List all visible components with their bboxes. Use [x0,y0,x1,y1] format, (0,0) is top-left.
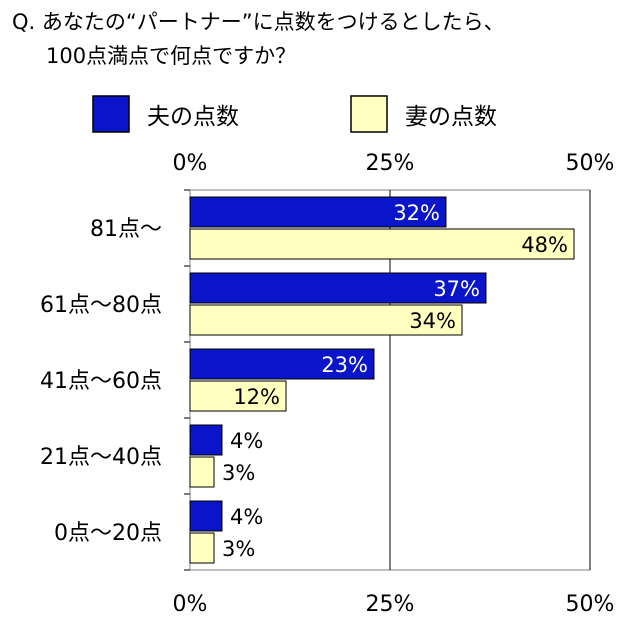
bar-s1-c1 [189,196,447,228]
chart-title-line-2: 100点満点で何点ですか？ [46,44,297,68]
x-tick-label-top-1: 25% [366,151,415,176]
bar-s2-c1 [189,228,575,260]
data-label-s1-c5: 4% [230,505,263,529]
x-tick-label-bottom-2: 50% [566,592,615,617]
bar-s2-c3 [189,380,287,412]
bar-s2-c5 [189,532,215,564]
category-label-4: 21点～40点 [40,445,162,470]
data-label-s1-c4: 4% [230,429,263,453]
bar-s2-c4 [189,456,215,488]
legend-label-1: 夫の点数 [147,104,239,130]
data-label-s1-c2: 37% [433,277,480,301]
bar-s1-c5 [189,500,223,532]
category-label-5: 0点～20点 [54,521,162,546]
data-label-s2-c5: 3% [222,537,255,561]
category-label-2: 61点～80点 [40,293,162,318]
data-label-s2-c2: 34% [409,309,456,333]
data-label-s1-c1: 32% [393,201,440,225]
legend-swatch-1 [92,95,130,133]
legend-swatch-2 [350,95,388,133]
x-tick-label-bottom-0: 0% [173,592,208,617]
bar-s1-c4 [189,424,223,456]
bar-s1-c2 [189,272,487,304]
data-label-s1-c3: 23% [321,353,368,377]
bar-s2-c2 [189,304,463,336]
legend-label-2: 妻の点数 [405,104,497,130]
category-label-1: 81点～ [90,217,162,242]
data-label-s2-c1: 48% [521,233,568,257]
data-label-s2-c4: 3% [222,461,255,485]
x-tick-label-bottom-1: 25% [366,592,415,617]
category-label-3: 41点～60点 [40,369,162,394]
data-label-s2-c3: 12% [233,385,280,409]
x-tick-label-top-2: 50% [566,151,615,176]
x-tick-label-top-0: 0% [173,151,208,176]
bar-s1-c3 [189,348,375,380]
chart-title-line-1: Q. あなたの“パートナー”に点数をつけるとしたら、 [12,10,505,34]
